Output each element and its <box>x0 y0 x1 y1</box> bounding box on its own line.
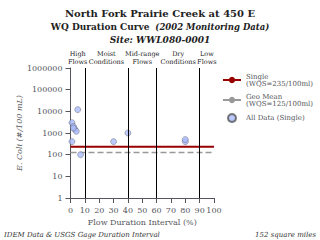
svg-text:0: 0 <box>68 206 73 215</box>
svg-text:(WQS=235/100ml): (WQS=235/100ml) <box>246 80 313 88</box>
svg-text:Flows: Flows <box>133 58 152 66</box>
svg-text:All Data (Single): All Data (Single) <box>245 114 305 122</box>
svg-text:Conditions: Conditions <box>160 58 195 66</box>
svg-text:152 square miles: 152 square miles <box>255 231 316 239</box>
svg-text:1000: 1000 <box>42 129 62 138</box>
svg-text:Site: WWL080-0001: Site: WWL080-0001 <box>110 35 210 45</box>
svg-text:50: 50 <box>137 206 147 215</box>
svg-text:1: 1 <box>57 194 62 203</box>
svg-text:WQ Duration Curve: WQ Duration Curve <box>50 22 150 32</box>
svg-text:(WQS=125/100ml): (WQS=125/100ml) <box>246 100 313 108</box>
svg-text:Flow Duration Interval (%): Flow Duration Interval (%) <box>88 218 197 227</box>
svg-text:Flows: Flows <box>197 58 216 66</box>
svg-text:High: High <box>70 50 86 58</box>
svg-text:Single: Single <box>246 72 269 81</box>
svg-text:Flows: Flows <box>68 58 87 66</box>
svg-text:IDEM Data & USGS Gage Duration: IDEM Data & USGS Gage Duration Interval <box>3 231 160 239</box>
svg-text:20: 20 <box>94 206 104 215</box>
svg-text:Dry: Dry <box>172 50 184 58</box>
svg-text:Geo Mean: Geo Mean <box>246 92 283 101</box>
svg-text:Conditions: Conditions <box>89 58 124 66</box>
svg-text:60: 60 <box>152 206 162 215</box>
svg-text:Moist: Moist <box>97 50 116 58</box>
svg-text:1000000: 1000000 <box>27 64 63 73</box>
svg-text:100: 100 <box>47 150 62 159</box>
svg-text:North Fork Prairie Creek at 45: North Fork Prairie Creek at 450 E <box>65 8 256 19</box>
svg-text:10: 10 <box>80 206 90 215</box>
svg-text:30: 30 <box>108 206 118 215</box>
svg-text:100000: 100000 <box>32 85 63 94</box>
svg-text:10: 10 <box>52 172 62 181</box>
svg-text:(2002 Monitoring Data): (2002 Monitoring Data) <box>149 22 269 32</box>
svg-text:100: 100 <box>206 206 221 215</box>
svg-text:Low: Low <box>200 50 214 58</box>
svg-text:Mid-range: Mid-range <box>125 50 159 58</box>
svg-text:10000: 10000 <box>37 107 62 116</box>
svg-text:90: 90 <box>195 206 205 215</box>
svg-text:80: 80 <box>180 206 190 215</box>
svg-text:40: 40 <box>123 206 133 215</box>
svg-text:70: 70 <box>166 206 176 215</box>
svg-text:E. Coli (#/100 mL): E. Coli (#/100 mL) <box>15 95 24 172</box>
